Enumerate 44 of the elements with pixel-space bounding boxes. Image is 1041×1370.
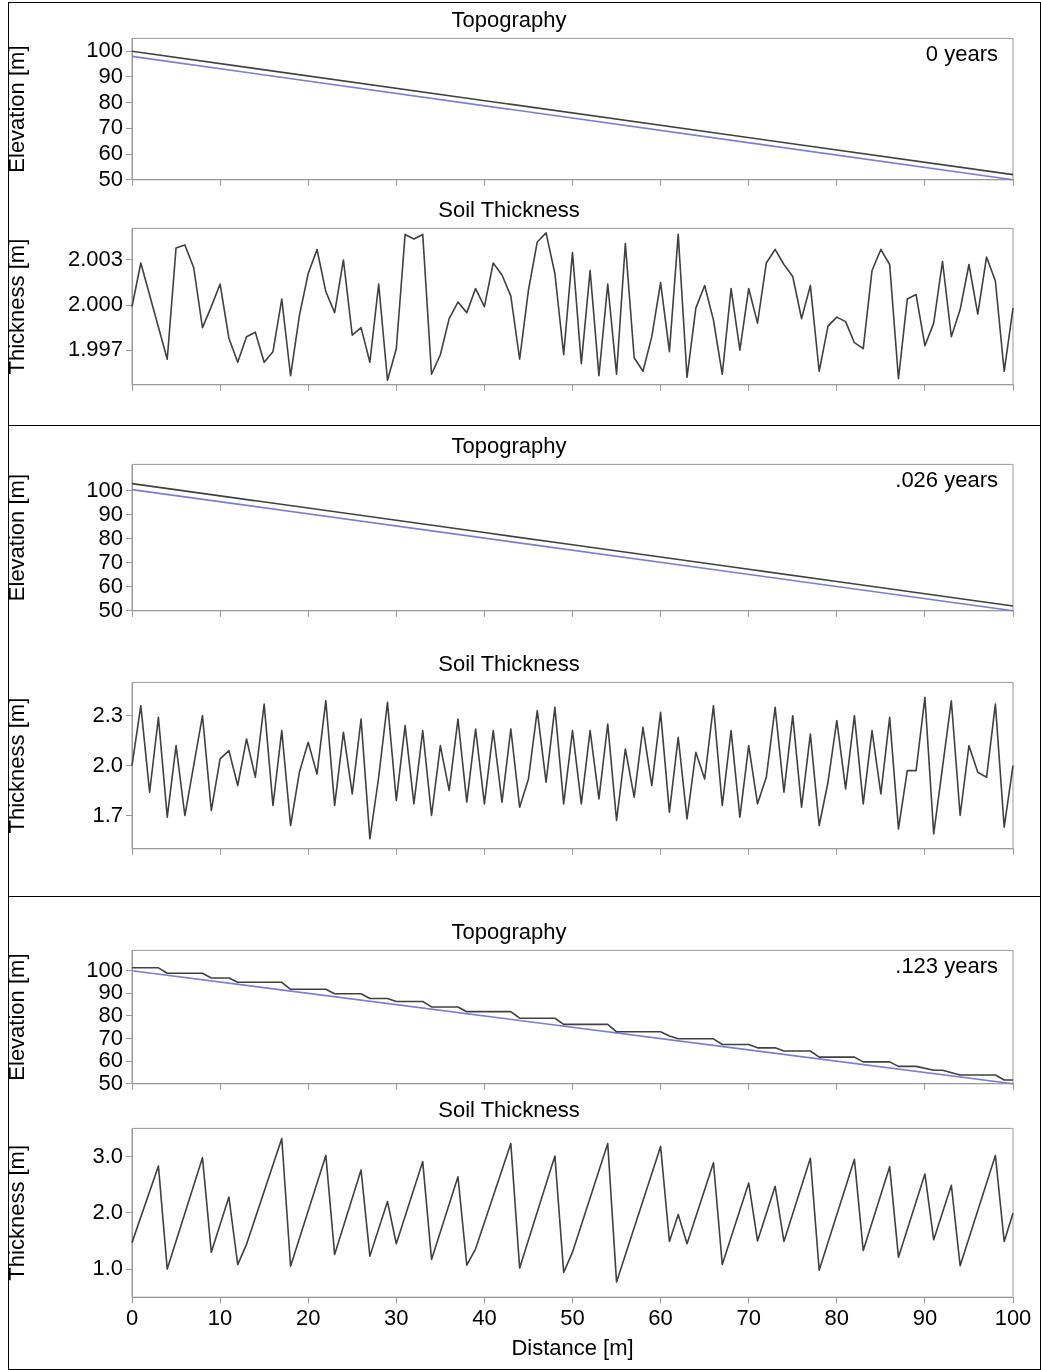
y-tick-label: 50 <box>98 165 123 191</box>
chart-title: Topography <box>451 919 567 945</box>
y-tick-label: 60 <box>98 140 123 166</box>
chart-title: Soil Thickness <box>438 651 580 677</box>
y-tick-label: 1.997 <box>67 336 123 362</box>
x-axis-title: Distance [m] <box>511 1334 634 1360</box>
y-tick-label: 70 <box>98 114 123 140</box>
x-tick-label: 0 <box>125 1305 139 1331</box>
y-tick-label: 80 <box>98 88 123 114</box>
y-tick-label: 50 <box>98 596 123 622</box>
y-tick-label: 90 <box>98 63 123 89</box>
y-tick-label: 100 <box>86 956 123 982</box>
x-tick-label: 10 <box>207 1305 233 1331</box>
y-tick-label: 1.7 <box>92 801 123 827</box>
y-tick-label: 100 <box>86 476 123 502</box>
y-tick-label: 1.0 <box>92 1255 123 1281</box>
y-tick-label: 2.000 <box>67 291 123 317</box>
y-tick-label: 2.0 <box>92 751 123 777</box>
y-tick-label: 2.003 <box>67 246 123 272</box>
y-tick-label: 80 <box>98 524 123 550</box>
chart-title: Topography <box>451 433 567 459</box>
annotation: 0 years <box>925 41 998 67</box>
x-tick-label: 30 <box>384 1305 409 1331</box>
x-tick-label: 60 <box>648 1305 673 1331</box>
y-tick-label: 2.0 <box>92 1198 123 1224</box>
x-tick-label: 40 <box>472 1305 497 1331</box>
x-tick-label: 100 <box>994 1305 1032 1331</box>
y-tick-label: 2.3 <box>92 701 123 727</box>
annotation: .123 years <box>895 953 998 979</box>
chart-title: Soil Thickness <box>438 197 580 223</box>
chart-title: Topography <box>451 7 567 33</box>
y-tick-label: 60 <box>98 572 123 598</box>
x-tick-label: 70 <box>736 1305 761 1331</box>
x-tick-label: 50 <box>560 1305 585 1331</box>
x-tick-label: 20 <box>295 1305 321 1331</box>
annotation: .026 years <box>895 467 998 493</box>
chart-title: Soil Thickness <box>438 1097 580 1123</box>
x-tick-label: 80 <box>824 1305 850 1331</box>
y-tick-label: 90 <box>98 979 123 1005</box>
y-tick-label: 90 <box>98 500 123 526</box>
x-tick-label: 90 <box>912 1305 938 1331</box>
y-tick-label: 70 <box>98 548 123 574</box>
y-tick-label: 3.0 <box>92 1142 123 1168</box>
y-tick-label: 100 <box>86 37 123 63</box>
